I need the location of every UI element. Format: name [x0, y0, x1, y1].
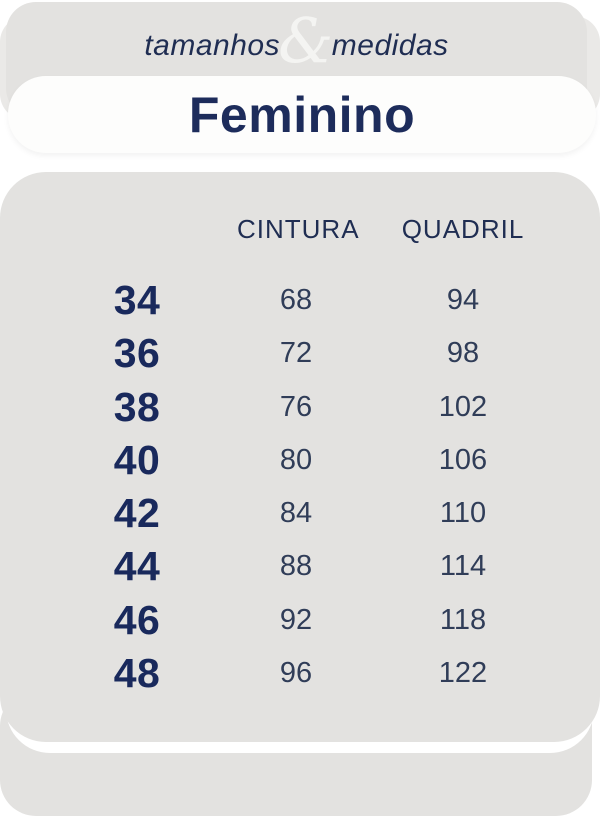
title-card: Feminino [8, 76, 596, 153]
quadril-cell: 122 [438, 656, 488, 689]
cintura-cell: 72 [279, 337, 313, 370]
size-cell: 38 [113, 383, 161, 430]
table-row: 36 72 98 [0, 327, 600, 380]
cintura-cell: 84 [279, 497, 313, 530]
banner-card: tamanhos & medidas [6, 2, 587, 118]
quadril-cell: 98 [446, 337, 480, 370]
quadril-cell: 106 [438, 443, 488, 476]
size-cell: 42 [113, 490, 161, 537]
quadril-cell: 102 [438, 390, 488, 423]
size-cell: 46 [113, 596, 161, 643]
cintura-cell: 80 [279, 443, 313, 476]
quadril-cell: 118 [439, 603, 487, 636]
size-cell: 40 [113, 436, 161, 483]
cintura-cell: 92 [279, 603, 313, 636]
banner-title: tamanhos & medidas [144, 10, 449, 76]
size-cell: 36 [113, 330, 161, 377]
cintura-cell: 68 [279, 284, 313, 317]
table-row: 34 68 94 [0, 274, 600, 327]
page-title: Feminino [188, 86, 416, 143]
quadril-cell: 114 [439, 550, 487, 583]
table-row: 44 88 114 [0, 540, 600, 593]
table-header-row: CINTURA QUADRIL [0, 209, 600, 249]
column-header-cintura: CINTURA [237, 213, 360, 244]
table-row: 46 92 118 [0, 594, 600, 647]
quadril-cell: 110 [439, 497, 487, 530]
size-cell: 48 [113, 649, 161, 696]
table-row: 42 84 110 [0, 487, 600, 540]
banner-word-medidas: medidas [331, 29, 449, 62]
cintura-cell: 76 [279, 390, 313, 423]
size-table-card: CINTURA QUADRIL 34 68 94 36 72 98 38 [0, 172, 600, 742]
cintura-cell: 88 [279, 550, 313, 583]
table-row: 38 76 102 [0, 381, 600, 434]
column-header-quadril: QUADRIL [401, 213, 525, 244]
ampersand-glyph: & [278, 4, 334, 77]
cintura-cell: 96 [279, 656, 313, 689]
size-cell: 34 [113, 277, 161, 324]
size-cell: 44 [113, 543, 161, 590]
table-row: 48 96 122 [0, 647, 600, 700]
quadril-cell: 94 [446, 284, 480, 317]
table-row: 40 80 106 [0, 434, 600, 487]
table-body: 34 68 94 36 72 98 38 76 102 40 [0, 274, 600, 700]
banner-word-tamanhos: tamanhos [144, 29, 281, 62]
